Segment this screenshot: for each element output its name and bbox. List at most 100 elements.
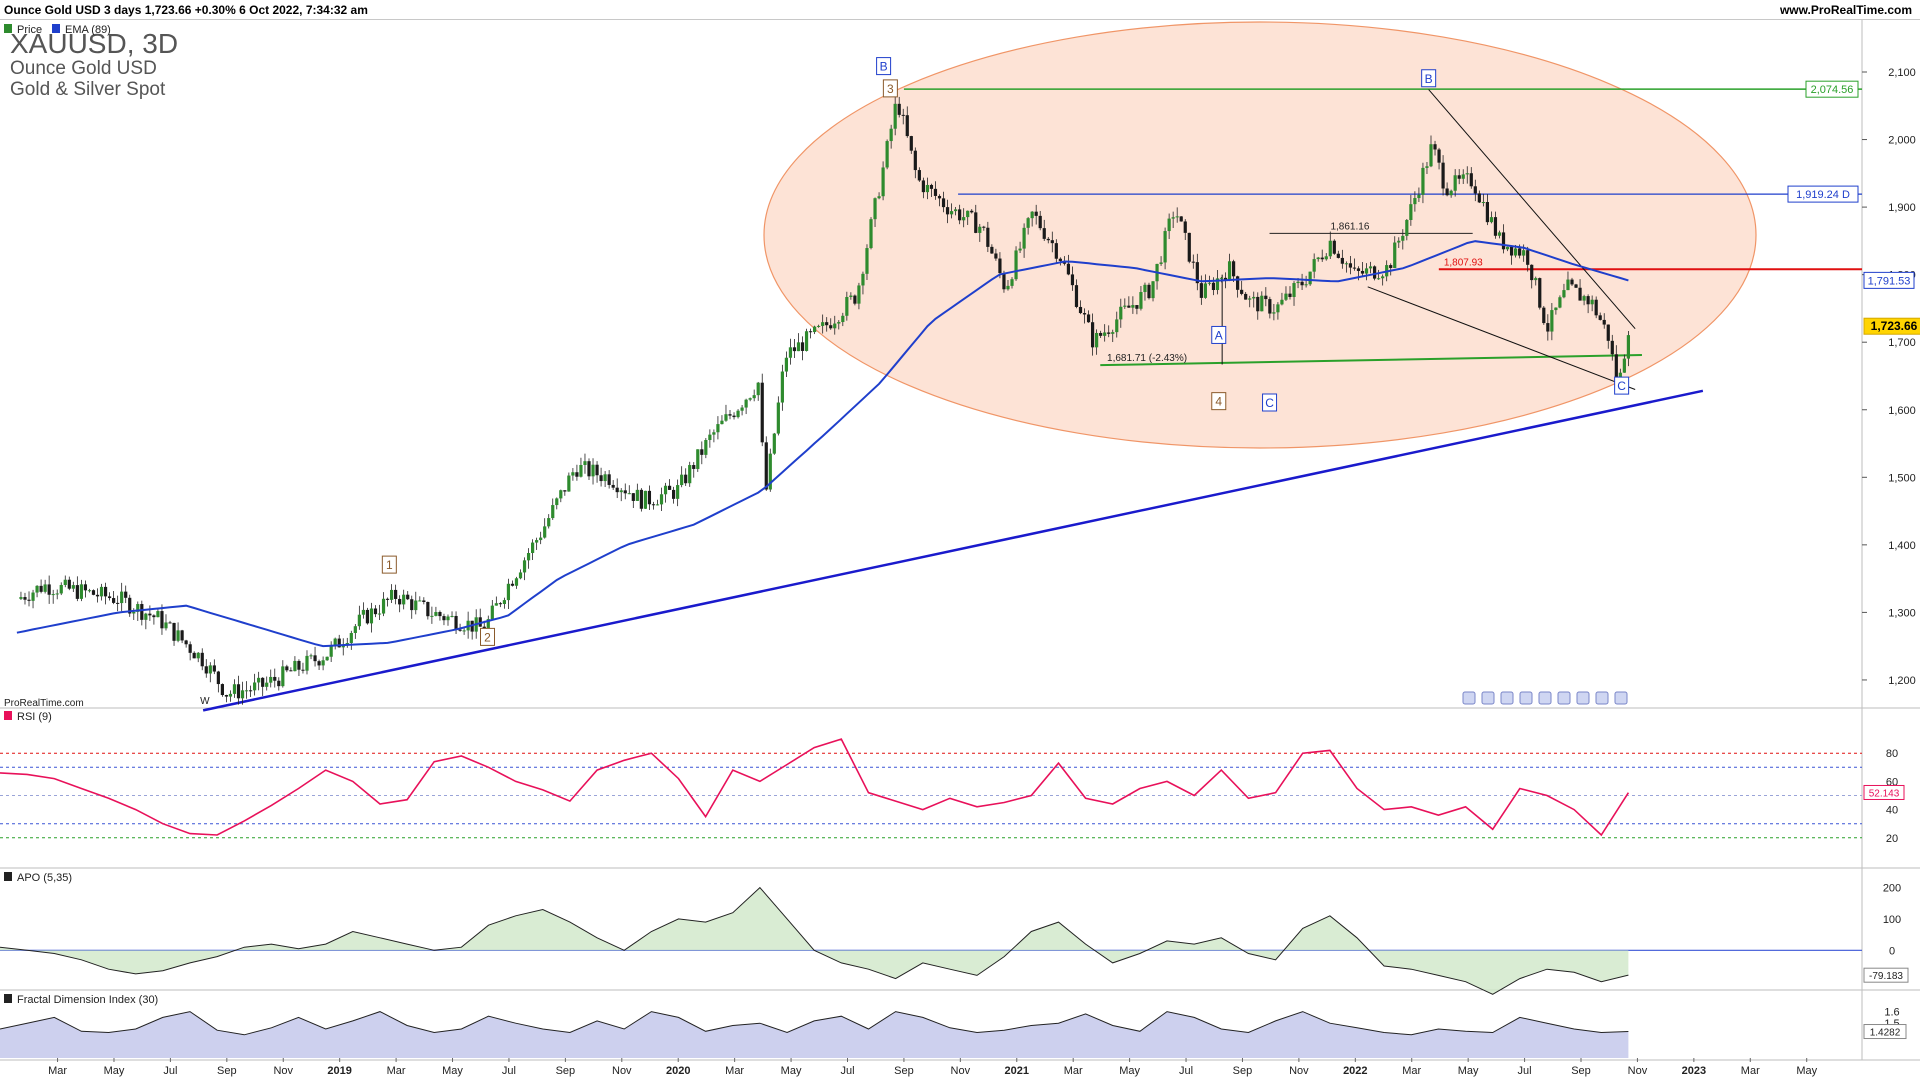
x-tick-label: May (104, 1065, 125, 1077)
candle-body (39, 585, 43, 592)
candle-body (869, 219, 873, 249)
candle-body (1372, 266, 1377, 279)
apo-title: APO (5,35) (17, 872, 72, 884)
candle-body (958, 209, 962, 221)
candle-body (627, 493, 631, 495)
candle-body (116, 602, 120, 604)
candle-body (285, 666, 289, 671)
candle-body (1316, 257, 1320, 260)
tool-icon[interactable] (1576, 691, 1590, 705)
candle-body (925, 184, 930, 193)
candle-body (1219, 277, 1224, 279)
tool-icon[interactable] (1557, 691, 1571, 705)
candle-body (1389, 265, 1393, 268)
candle-body (1115, 319, 1119, 333)
candle-body (897, 103, 901, 115)
wave-label-1: 1 (386, 558, 393, 572)
candle-body (418, 600, 422, 602)
candle-body (817, 325, 821, 327)
candle-body (1377, 278, 1381, 280)
candle-body (1034, 211, 1038, 216)
candle-body (450, 615, 454, 617)
chart-canvas[interactable]: 1,2001,3001,4001,5001,6001,7001,8001,900… (0, 20, 1920, 1080)
candle-body (1489, 217, 1494, 223)
candle-body (1485, 202, 1489, 223)
candle-body (1010, 279, 1014, 286)
tool-icon[interactable] (1462, 691, 1476, 705)
candle-body (1090, 322, 1095, 348)
candle-body (1417, 194, 1421, 199)
level-label-1681: 1,681.71 (-2.43%) (1107, 353, 1187, 364)
candle-body (917, 170, 921, 181)
candle-body (623, 490, 627, 494)
candle-body (257, 677, 261, 683)
candle-body (776, 402, 780, 434)
price-tick-label: 1,300 (1888, 607, 1916, 619)
wave-label-2: 2 (484, 630, 491, 644)
candle-body (514, 578, 519, 586)
candle-body (909, 136, 913, 151)
axis-badge-label-blue: 1,919.24 D (1796, 189, 1850, 201)
candle-body (1167, 218, 1171, 232)
candle-body (1453, 175, 1457, 191)
rsi-legend-swatch (4, 711, 12, 720)
candle-body (861, 273, 865, 286)
candle-body (381, 598, 386, 614)
tool-icon[interactable] (1519, 691, 1533, 705)
candle-body (1493, 217, 1498, 236)
candle-body (132, 611, 136, 614)
candle-body (994, 253, 998, 259)
candle-body (1526, 250, 1530, 265)
candle-body (974, 212, 978, 233)
x-tick-label: Mar (1402, 1065, 1421, 1077)
candle-body (1481, 202, 1485, 204)
candle-body (724, 414, 728, 421)
candle-body (55, 593, 59, 595)
candle-body (889, 128, 893, 142)
candle-body (901, 114, 905, 116)
candle-body (446, 616, 450, 621)
candle-body (510, 583, 515, 586)
candle-body (136, 604, 140, 612)
tool-icon[interactable] (1595, 691, 1609, 705)
x-tick-label: May (1119, 1065, 1140, 1077)
candle-body (1332, 240, 1336, 254)
candle-body (289, 670, 293, 672)
wave-box-4 (1211, 392, 1227, 411)
candle-body (748, 398, 752, 400)
candle-body (216, 671, 220, 685)
wave-label-c: C (1617, 379, 1626, 393)
candle-body (1602, 319, 1606, 325)
candle-body (1002, 273, 1006, 290)
candle-body (402, 594, 406, 605)
candle-body (551, 505, 555, 519)
tool-icon[interactable] (1500, 691, 1514, 705)
candle-body (704, 440, 708, 455)
wave-label-c: C (1265, 396, 1274, 410)
apo-tick-label: 200 (1883, 883, 1901, 895)
candle-body (821, 322, 825, 326)
candle-body (462, 630, 466, 632)
x-tick-label: May (781, 1065, 802, 1077)
candle-body (95, 594, 100, 597)
apo-line (0, 886, 1629, 995)
candle-body (853, 295, 857, 304)
candle-body (188, 644, 192, 653)
candle-body (792, 347, 797, 352)
tool-icon[interactable] (1538, 691, 1552, 705)
candle-body (1368, 266, 1373, 269)
candle-body (543, 526, 547, 538)
candle-body (865, 248, 869, 274)
candle-body (833, 323, 837, 329)
candle-body (1268, 299, 1272, 314)
candle-body (389, 589, 394, 600)
tool-icon[interactable] (1481, 691, 1495, 705)
candle-body (59, 584, 63, 594)
candle-body (35, 585, 39, 593)
candle-body (204, 666, 208, 674)
candle-body (281, 666, 285, 687)
candle-body (99, 586, 104, 597)
candle-body (547, 518, 551, 527)
tool-icon[interactable] (1614, 691, 1628, 705)
candle-body (1445, 188, 1449, 196)
